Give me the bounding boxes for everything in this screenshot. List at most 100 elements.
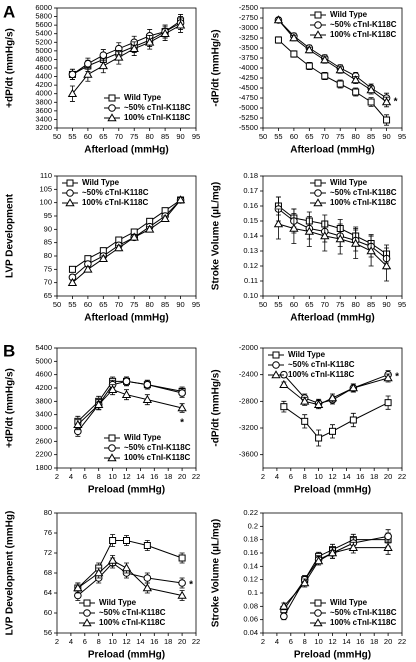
x-tick-label: 80	[145, 300, 153, 309]
x-tick-label: 85	[367, 132, 375, 141]
y-tick-label: 0.2	[248, 521, 258, 530]
x-tick-label: 20	[384, 472, 392, 481]
marker-square	[290, 50, 298, 58]
x-tick-label: 70	[321, 132, 329, 141]
marker-circle	[143, 380, 152, 389]
marker-circle	[314, 21, 322, 29]
x-tick-label: 50	[53, 300, 61, 309]
y-tick-label: 95	[44, 211, 52, 220]
marker-square	[384, 399, 392, 407]
legend-label: Wild Type	[330, 10, 368, 19]
x-tick-label: 50	[53, 132, 61, 141]
x-axis-label: Preload (mmHg)	[88, 485, 165, 496]
annotation: *	[189, 580, 193, 591]
marker-triangle	[142, 394, 153, 403]
x-tick-label: 60	[84, 132, 92, 141]
marker-triangle	[107, 555, 118, 564]
marker-triangle	[335, 234, 345, 243]
y-tick-label: 68	[44, 568, 52, 577]
marker-triangle	[177, 403, 187, 412]
y-tick-label: 5400	[35, 343, 52, 352]
marker-triangle	[145, 224, 155, 233]
marker-triangle	[94, 568, 104, 577]
marker-triangle	[327, 548, 338, 557]
marker-circle	[178, 389, 186, 397]
x-tick-label: 6	[83, 637, 87, 646]
marker-triangle	[289, 33, 299, 42]
marker-square	[143, 542, 151, 549]
x-tick-label: 12	[328, 637, 336, 646]
y-tick-label: 0.10	[243, 291, 258, 300]
y-tick-label: 85	[44, 238, 52, 247]
marker-triangle	[335, 65, 345, 74]
marker-triangle	[383, 373, 393, 382]
marker-square	[321, 72, 329, 80]
y-tick-label: 3600	[35, 106, 52, 115]
legend-label: Wild Type	[330, 598, 368, 607]
marker-square	[280, 403, 288, 411]
legend-label: Wild Type	[82, 178, 120, 187]
y-tick-label: 80	[44, 251, 52, 260]
legend-label: 100% cTnI-K118C	[330, 618, 396, 627]
y-tick-label: -5000	[239, 103, 258, 112]
x-tick-label: 4	[275, 472, 279, 481]
series-line	[283, 547, 389, 607]
y-tick-label: 4600	[35, 63, 52, 72]
legend-label: ~50% cTnI-K118C	[330, 608, 397, 617]
marker-circle	[108, 104, 116, 112]
marker-triangle	[279, 379, 289, 388]
series-line	[77, 559, 183, 596]
legend-label: ~50% cTnI-K118C	[124, 443, 191, 452]
marker-circle	[314, 189, 322, 197]
y-tick-label: 4200	[35, 383, 52, 392]
x-tick-label: 12	[328, 472, 336, 481]
x-tick-label: 14	[136, 637, 144, 646]
y-axis-label: -dP/dt (mmHg/s)	[211, 29, 222, 106]
marker-triangle	[114, 243, 124, 252]
x-tick-label: 22	[398, 637, 406, 646]
marker-square	[108, 434, 116, 442]
marker-triangle	[175, 20, 186, 29]
marker-triangle	[300, 578, 310, 587]
x-tick-label: 22	[192, 637, 200, 646]
marker-triangle	[73, 419, 83, 428]
y-tick-label: 3400	[35, 410, 52, 419]
x-tick-label: 6	[289, 472, 293, 481]
x-tick-label: 8	[303, 472, 307, 481]
marker-triangle	[98, 253, 108, 262]
y-tick-label: -2400	[239, 370, 258, 379]
y-tick-label: -5250	[239, 113, 258, 122]
panel-label: A	[3, 2, 15, 21]
marker-triangle	[289, 223, 299, 232]
x-tick-label: 20	[178, 637, 186, 646]
x-tick-label: 12	[122, 637, 130, 646]
y-tick-label: 65	[44, 291, 52, 300]
marker-triangle	[67, 277, 78, 286]
x-tick-label: 10	[108, 472, 116, 481]
y-tick-label: 4000	[35, 89, 52, 98]
y-tick-label: -4000	[239, 63, 258, 72]
x-tick-label: 95	[398, 300, 406, 309]
y-tick-label: 0.22	[243, 508, 258, 517]
marker-square	[178, 554, 186, 562]
x-tick-label: 10	[314, 637, 322, 646]
marker-square	[336, 80, 344, 88]
marker-square	[329, 427, 336, 435]
y-tick-label: 0.14	[243, 231, 258, 240]
marker-triangle	[273, 219, 284, 228]
x-tick-label: 50	[259, 132, 267, 141]
x-axis-label: Afterload (mmHg)	[84, 313, 168, 324]
y-tick-label: 4400	[35, 72, 52, 81]
y-axis-label: Stroke Volume (µL/mg)	[211, 519, 222, 627]
y-tick-label: -3000	[239, 23, 258, 32]
x-tick-label: 60	[290, 132, 298, 141]
x-tick-label: 4	[69, 472, 73, 481]
y-tick-label: 2200	[35, 450, 52, 459]
y-axis-label: Stroke Volume (µL/mg)	[211, 182, 222, 290]
x-tick-label: 18	[370, 472, 378, 481]
x-tick-label: 75	[336, 132, 344, 141]
marker-square	[352, 88, 360, 96]
marker-triangle	[175, 195, 186, 204]
x-tick-label: 95	[398, 132, 406, 141]
y-tick-label: 80	[44, 508, 52, 517]
